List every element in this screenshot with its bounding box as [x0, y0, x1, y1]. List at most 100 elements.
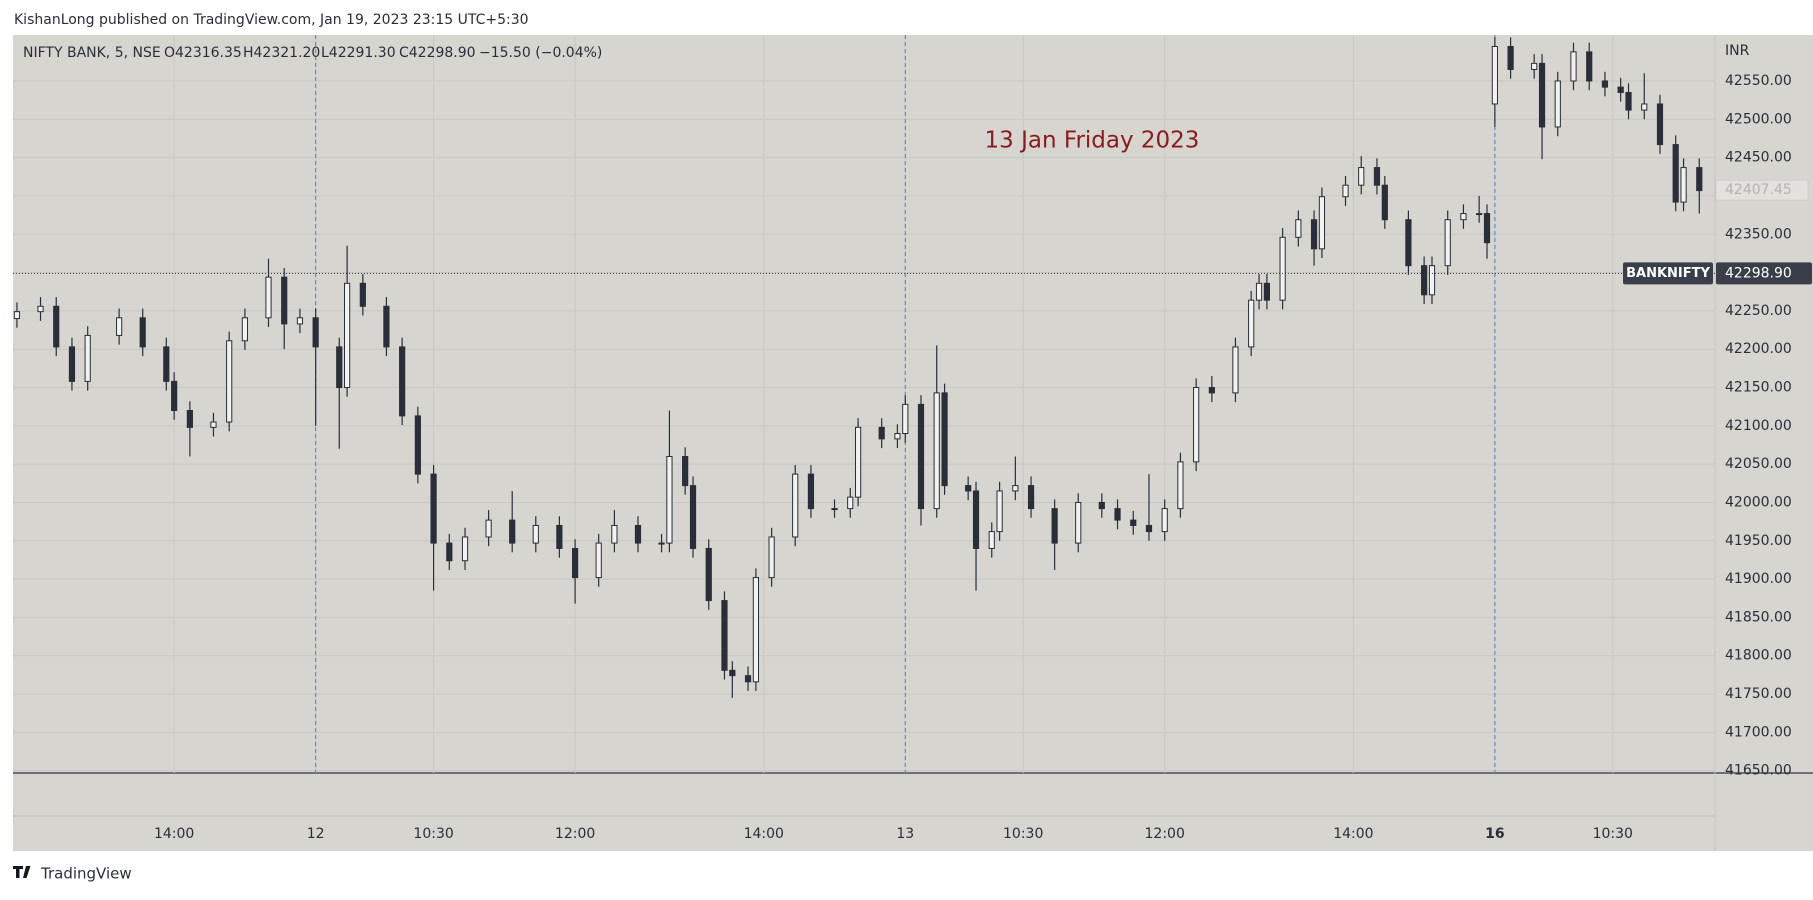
candle-body — [752, 577, 760, 683]
legend-open: O42316.35 — [164, 45, 242, 61]
y-tick-label: 42350.00 — [1725, 226, 1792, 242]
candle-body — [1075, 501, 1082, 544]
axis-unit: INR — [1725, 43, 1750, 59]
annotation: 13 Jan Friday 2023 — [985, 128, 1200, 154]
candle-body — [744, 675, 752, 683]
candle-body — [1358, 167, 1365, 186]
candle-body — [186, 410, 193, 428]
candle-body — [792, 473, 799, 538]
candle-body — [917, 403, 925, 510]
candle-body — [1130, 519, 1137, 526]
candle-body — [689, 485, 697, 549]
candle-body — [965, 485, 972, 492]
y-tick-label: 42450.00 — [1725, 150, 1792, 166]
candle-body — [509, 519, 516, 544]
candle-body — [1145, 524, 1153, 533]
y-tick-label: 42000.00 — [1725, 494, 1792, 510]
candle-body — [1444, 219, 1451, 267]
candle-body — [1405, 219, 1412, 267]
faded-price-box — [1715, 179, 1809, 201]
candle-body — [972, 490, 980, 549]
candle-body — [682, 455, 689, 487]
candle-body — [336, 346, 343, 389]
candle-body — [68, 346, 76, 382]
x-tick-label: 10:30 — [1003, 826, 1043, 842]
candle-body — [768, 536, 775, 579]
candle-body — [1570, 51, 1577, 82]
y-tick-label: 41900.00 — [1725, 571, 1792, 587]
x-tick-label: 10:30 — [413, 826, 453, 842]
y-tick-label: 41950.00 — [1725, 533, 1792, 549]
candle-body — [210, 421, 217, 428]
candle-body — [13, 311, 21, 320]
candle-body — [1232, 346, 1239, 394]
grid: 41650.00 41700.00 41750.00 41800.00 41850.00… — [13, 35, 1792, 842]
x-tick-label: 13 — [896, 826, 914, 842]
y-tick-label: 41650.00 — [1725, 763, 1792, 779]
candle-body — [1027, 485, 1035, 510]
y-tick-label: 41800.00 — [1725, 648, 1792, 664]
candle-body — [226, 340, 233, 423]
candle-body — [53, 305, 60, 348]
overlay: BANKNIFTY 42298.90 42407.45 — [13, 179, 1812, 285]
candle-body — [1680, 167, 1687, 203]
legend-high: H42321.20 — [243, 45, 320, 61]
candle-body — [1641, 103, 1648, 111]
y-tick-label: 42550.00 — [1725, 73, 1792, 89]
candle-body — [1476, 213, 1483, 216]
candle-body — [414, 415, 421, 475]
y-tick-label: 42200.00 — [1725, 341, 1792, 357]
candle-body — [1538, 62, 1546, 128]
candle-body — [163, 346, 170, 382]
y-tick-label: 42100.00 — [1725, 418, 1792, 434]
candle-body — [312, 317, 319, 348]
legend: NIFTY BANK, 5, NSE O42316.35 H42321.20 L… — [23, 45, 602, 61]
candle-body — [1601, 80, 1609, 88]
x-tick-label: 10:30 — [1593, 826, 1633, 842]
candle-body — [1531, 62, 1538, 70]
candle-body — [1507, 45, 1514, 70]
candle-body — [894, 433, 901, 440]
legend-symbol: NIFTY BANK, 5, NSE — [23, 45, 161, 61]
candle-body — [281, 276, 288, 325]
candle-body — [556, 524, 563, 549]
last-price-box — [1716, 262, 1812, 285]
candle-body — [296, 317, 304, 325]
candle-body — [1554, 80, 1561, 128]
x-tick-label: 14:00 — [154, 826, 194, 842]
candle-body — [399, 346, 406, 417]
candle-body — [241, 317, 249, 342]
last-price-label: 42298.90 — [1725, 265, 1792, 281]
candles — [13, 37, 1703, 698]
brand-logo — [13, 866, 31, 878]
candle-body — [1672, 144, 1679, 203]
x-tick-label: 14:00 — [1333, 826, 1373, 842]
candle-body — [878, 426, 885, 440]
candle-body — [532, 524, 539, 544]
x-tick-label: 12:00 — [1145, 826, 1185, 842]
x-tick-label: 16 — [1485, 826, 1504, 842]
candle-body — [666, 455, 673, 544]
candle-body — [171, 380, 178, 412]
y-tick-label: 41750.00 — [1725, 686, 1792, 702]
candle-body — [1279, 236, 1286, 301]
candle-body — [1051, 508, 1058, 544]
candle-body — [1248, 299, 1255, 348]
candle-body — [658, 542, 665, 545]
candle-body — [139, 317, 146, 348]
candle-body — [1255, 282, 1263, 301]
y-tick-label: 41850.00 — [1725, 609, 1792, 625]
candle-body — [1421, 265, 1428, 296]
candle-body — [729, 669, 736, 677]
x-tick-label: 12 — [307, 826, 325, 842]
candle-body — [1491, 45, 1498, 105]
candle-body — [611, 524, 618, 544]
candle-body — [807, 473, 815, 510]
candle-body — [996, 490, 1003, 533]
y-tick-label: 42500.00 — [1725, 111, 1792, 127]
candle-body — [571, 547, 579, 579]
y-tick-label: 42150.00 — [1725, 380, 1792, 396]
candle-body — [1381, 184, 1388, 221]
candle-body — [1193, 387, 1200, 463]
